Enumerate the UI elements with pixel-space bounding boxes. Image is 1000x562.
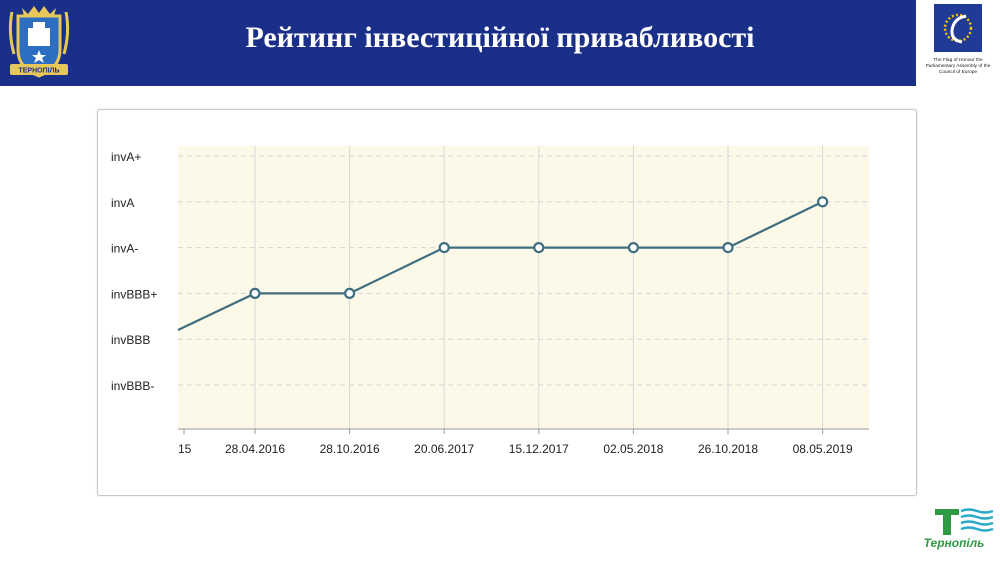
data-point xyxy=(533,242,545,254)
x-tick-label: 26.10.2018 xyxy=(698,442,758,456)
y-tick-label: invBBB+ xyxy=(111,287,157,301)
x-tick-label: 08.05.2019 xyxy=(793,442,853,456)
x-tick-label: 28.10.2016 xyxy=(320,442,380,456)
data-point xyxy=(816,196,829,208)
plot-area xyxy=(178,146,869,429)
ternopil-city-logo-icon xyxy=(935,508,994,535)
crest-label: ТЕРНОПІЛЬ xyxy=(18,68,59,75)
x-tick-label: 02.05.2018 xyxy=(603,442,663,456)
x-tick-label: 15.12.2017 xyxy=(509,442,569,456)
ternopil-crest-icon: ТЕРНОПІЛЬ xyxy=(8,6,70,78)
coe-badge: The Flag of Honour the Parliamentary Ass… xyxy=(916,0,1000,86)
data-point xyxy=(722,242,734,254)
x-tick-label: 20.06.2017 xyxy=(414,442,474,456)
header-bar: ТЕРНОПІЛЬ Рейтинг інвестиційної привабли… xyxy=(0,0,1000,86)
data-point xyxy=(344,287,356,299)
rating-line-chart: invBBB-invBBB invBBB+ invA-invA invA+ 15 28.0… xyxy=(111,146,869,456)
data-point xyxy=(438,242,450,254)
data-point xyxy=(249,287,261,299)
council-of-europe-flag-icon xyxy=(934,4,982,52)
coe-badge-caption: The Flag of Honour the Parliamentary Ass… xyxy=(925,58,991,75)
y-tick-label: invBBB- xyxy=(111,379,154,393)
y-tick-label: invBBB xyxy=(111,333,150,347)
page-title: Рейтинг інвестиційної привабливості xyxy=(245,21,755,54)
x-tick-label: 28.04.2016 xyxy=(225,442,285,456)
chart-panel: invBBB-invBBB invBBB+ invA-invA invA+ 15 28.0… xyxy=(97,109,917,496)
y-tick-label: invA+ xyxy=(111,150,141,164)
city-logo-label: Тернопіль xyxy=(923,536,985,550)
data-point xyxy=(627,242,640,254)
series-line xyxy=(177,200,824,332)
x-tick-label: 15 xyxy=(178,442,192,456)
y-tick-label: invA xyxy=(111,196,134,210)
y-tick-label: invA- xyxy=(111,242,138,256)
